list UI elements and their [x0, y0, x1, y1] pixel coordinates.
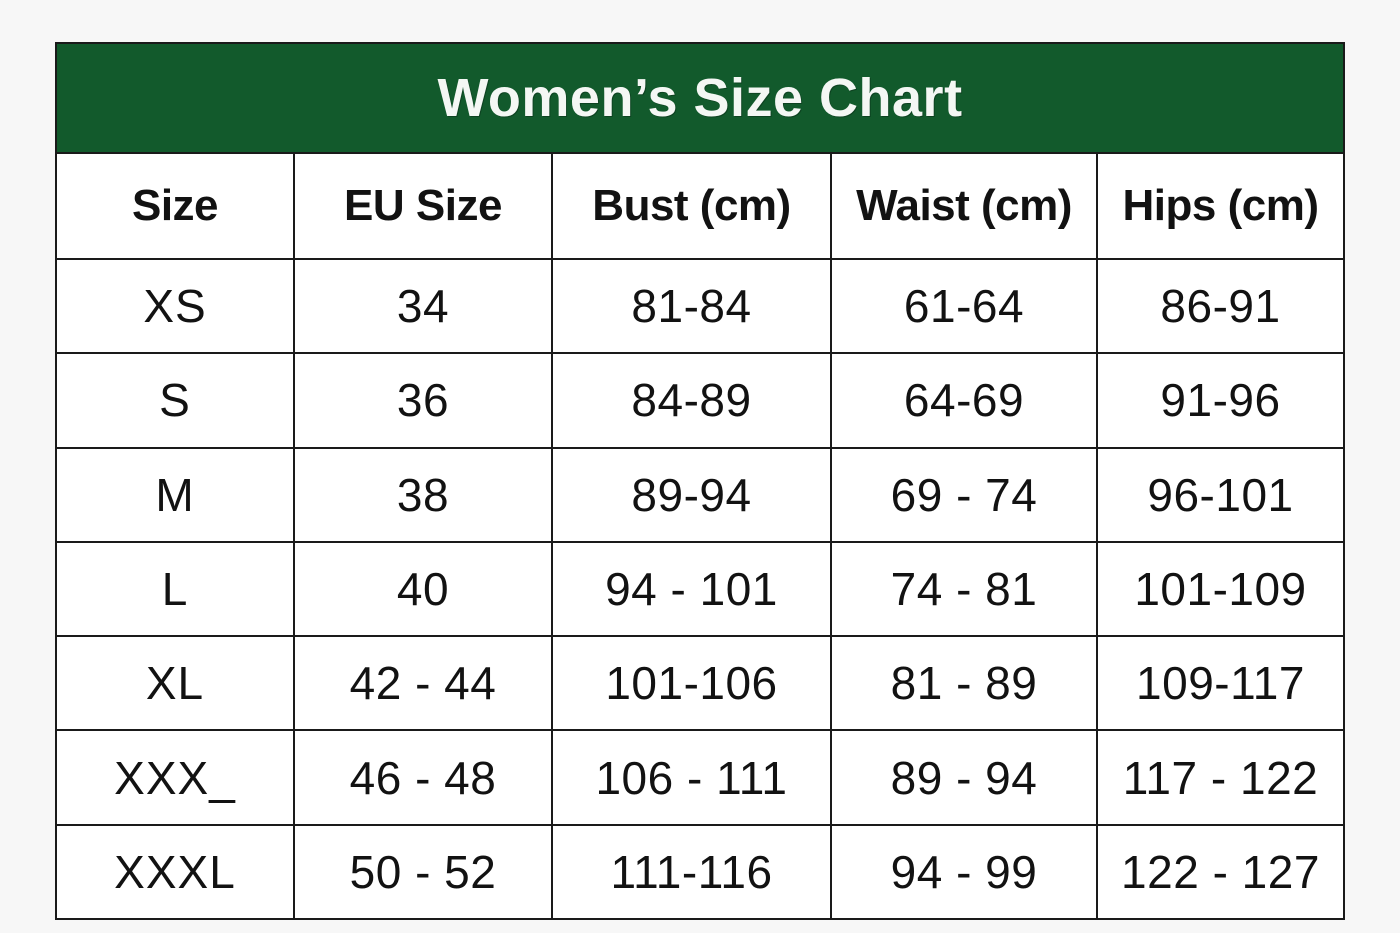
cell-waist: 74 - 81 [832, 542, 1098, 636]
cell-eu: 36 [295, 354, 553, 447]
cell-eu: 34 [295, 260, 553, 353]
cell-hips: 122 - 127 [1121, 845, 1320, 898]
cell-waist: 89 - 94 [832, 731, 1098, 824]
women-size-chart-table: Women’s Size Chart Size EU Size Bust (cm… [55, 42, 1345, 920]
cell-eu: 50 - 52 [295, 825, 553, 918]
cell-hips: 109-117 [1136, 657, 1305, 710]
cell-eu: 38 [295, 448, 553, 541]
column-header-bust: Bust (cm) [553, 154, 832, 258]
cell-eu: 42 - 44 [295, 637, 553, 730]
table-row: XXX_ 46 - 48 106 - 111 89 - 94 117 - 122 [57, 731, 1343, 826]
cell-hips: 101-109 [1134, 562, 1307, 615]
cell-hips: 91-96 [1160, 374, 1281, 427]
cell-hips: 86-91 [1160, 280, 1281, 333]
cell-hips: 96-101 [1147, 468, 1294, 521]
chart-title-band: Women’s Size Chart [57, 44, 1343, 154]
cell-waist: 64-69 [832, 354, 1098, 447]
cell-size: XL [57, 637, 295, 730]
cell-bust: 89-94 [553, 448, 832, 541]
column-header-hips: Hips (cm) [1122, 181, 1319, 230]
cell-size: XS [57, 260, 295, 353]
cell-waist: 81 - 89 [832, 637, 1098, 730]
page-title: Women’s Size Chart [437, 68, 963, 128]
cell-size: M [57, 448, 295, 541]
table-row: XL 42 - 44 101-106 81 - 89 109-117 [57, 637, 1343, 732]
cell-bust: 84-89 [553, 354, 832, 447]
cell-size: XXXL [57, 825, 295, 918]
chart-body: Size EU Size Bust (cm) Waist (cm) Hips (… [57, 154, 1343, 918]
cell-waist: 94 - 99 [832, 825, 1098, 918]
table-header-row: Size EU Size Bust (cm) Waist (cm) Hips (… [57, 154, 1343, 260]
cell-bust: 106 - 111 [553, 731, 832, 824]
table-row: XXXL 50 - 52 111-116 94 - 99 122 - 127 [57, 825, 1343, 918]
cell-eu: 40 [295, 542, 553, 636]
cell-bust: 81-84 [553, 260, 832, 353]
cell-size: L [57, 542, 295, 636]
column-header-eu-size: EU Size [295, 154, 553, 258]
column-header-size: Size [57, 154, 295, 258]
table-row: M 38 89-94 69 - 74 96-101 [57, 448, 1343, 543]
cell-size: S [57, 354, 295, 447]
cell-eu: 46 - 48 [295, 731, 553, 824]
cell-bust: 94 - 101 [553, 542, 832, 636]
column-header-waist: Waist (cm) [832, 154, 1098, 258]
cell-waist: 69 - 74 [832, 448, 1098, 541]
cell-hips: 117 - 122 [1122, 751, 1319, 804]
table-row: L 40 94 - 101 74 - 81 101-109 [57, 542, 1343, 638]
table-row: XS 34 81-84 61-64 86-91 [57, 260, 1343, 355]
table-row: S 36 84-89 64-69 91-96 [57, 354, 1343, 449]
cell-bust: 111-116 [553, 825, 832, 918]
cell-size: XXX_ [57, 731, 295, 824]
cell-bust: 101-106 [553, 637, 832, 730]
cell-waist: 61-64 [832, 260, 1098, 353]
